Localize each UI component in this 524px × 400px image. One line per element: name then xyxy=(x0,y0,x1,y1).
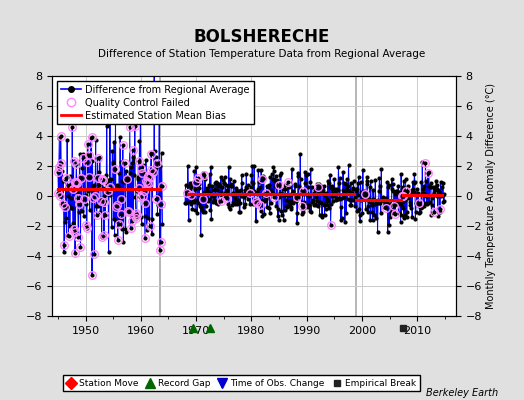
Legend: Station Move, Record Gap, Time of Obs. Change, Empirical Break: Station Move, Record Gap, Time of Obs. C… xyxy=(62,375,420,392)
Text: Difference of Station Temperature Data from Regional Average: Difference of Station Temperature Data f… xyxy=(99,49,425,59)
Text: BOLSHERECHE: BOLSHERECHE xyxy=(194,28,330,46)
Text: Berkeley Earth: Berkeley Earth xyxy=(425,388,498,398)
Legend: Difference from Regional Average, Quality Control Failed, Estimated Station Mean: Difference from Regional Average, Qualit… xyxy=(57,81,254,124)
Y-axis label: Monthly Temperature Anomaly Difference (°C): Monthly Temperature Anomaly Difference (… xyxy=(486,83,496,309)
